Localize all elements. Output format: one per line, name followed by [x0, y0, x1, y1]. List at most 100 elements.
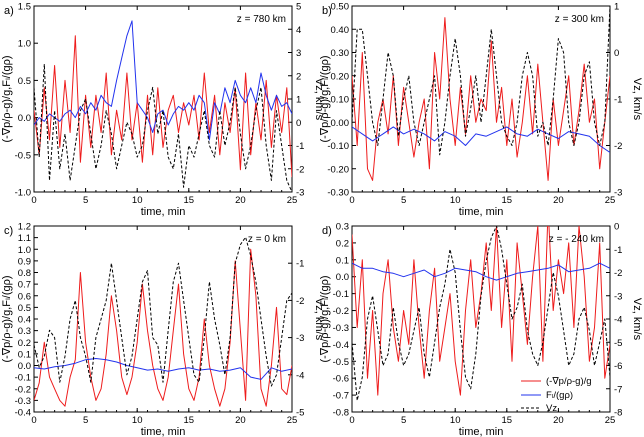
- panel-label: a): [4, 5, 14, 17]
- x-axis-title: time, min: [141, 426, 186, 437]
- y-tick-label: 0.0: [336, 272, 349, 283]
- y-tick-label: -0.4: [15, 408, 31, 419]
- x-tick-label: 20: [553, 195, 564, 206]
- y2-tick-label: 1: [614, 2, 619, 13]
- series-line-blue: [34, 20, 292, 141]
- y2-tick-label: 0: [296, 118, 301, 129]
- x-tick-label: 15: [184, 415, 195, 426]
- y2-tick-label: -3: [296, 333, 304, 344]
- legend-label-blue: Fₗ/(gρ): [546, 390, 573, 401]
- y-tick-label: 1.5: [18, 2, 31, 13]
- y2-tick-label: 3: [296, 48, 301, 59]
- y-tick-label: 0.1: [18, 349, 31, 360]
- y-tick-label: -0.30: [327, 188, 349, 199]
- y2-tick-label: -2: [614, 268, 622, 279]
- y-tick-label: 1.2: [18, 222, 31, 233]
- y2-tick-label: -1: [614, 245, 622, 256]
- y2-tick-label: -1: [614, 95, 622, 106]
- y-tick-label: 1.0: [18, 245, 31, 256]
- y-tick-label: 0.20: [331, 71, 350, 82]
- series-line-blue: [34, 358, 292, 380]
- series-line-red: [352, 17, 610, 181]
- y2-tick-label: 0: [614, 222, 619, 233]
- y-tick-label: 0.40: [331, 25, 350, 36]
- y2-tick-label: -2: [614, 141, 622, 152]
- legend: (-∇p/ρ-g)/g Fₗ/(gρ) Vz: [521, 376, 592, 414]
- y2-tick-label: -4: [296, 370, 304, 381]
- y-axis-title: (-∇p/ρ-g)/g,Fₗ/(gρ): [319, 55, 331, 142]
- y2-tick-label: -6: [614, 361, 622, 372]
- y-tick-label: 0.5: [18, 76, 31, 87]
- height-label: z = 300 km: [555, 14, 604, 25]
- x-tick-label: 5: [83, 195, 88, 206]
- y2-tick-label: -5: [614, 338, 622, 349]
- y2-tick-label: -1: [296, 259, 304, 270]
- x-tick-label: 10: [132, 415, 143, 426]
- y2-axis-title: Vz, km/s: [313, 298, 325, 341]
- x-axis-title: time, min: [459, 426, 504, 437]
- y2-tick-label: 1: [296, 95, 301, 106]
- y2-tick-label: -1: [296, 141, 304, 152]
- y-tick-label: 0.10: [331, 95, 350, 106]
- panel-a: 0 5 10 15 20 25 -1.0 -0.5 0.0 0.5 1.0 1.5 -3 -2 -1 0 1 2 3…: [1, 2, 325, 219]
- y-tick-label: -0.2: [333, 306, 349, 317]
- y-tick-label: -0.1: [333, 289, 349, 300]
- y-axis-title: (-∇p/ρ-g)/g,Fₗ/(gρ): [319, 275, 331, 362]
- y-tick-label: -0.6: [333, 374, 349, 385]
- x-tick-label: 20: [235, 195, 246, 206]
- y-axis-title: (-∇p/ρ-g)/g,Fₗ/(gρ): [1, 275, 13, 362]
- y-tick-label: -0.4: [333, 340, 349, 351]
- y-tick-label: 0.6: [18, 291, 31, 302]
- x-tick-label: 25: [605, 415, 616, 426]
- x-axis-title: time, min: [459, 206, 504, 218]
- y2-tick-label: -5: [296, 408, 304, 419]
- plot-frame: [33, 225, 293, 413]
- y-tick-label: 0.30: [331, 48, 350, 59]
- panel-label: b): [322, 5, 332, 17]
- y-tick-label: -0.10: [327, 141, 349, 152]
- y2-tick-label: -7: [614, 384, 622, 395]
- y-tick-label: 0.9: [18, 256, 31, 267]
- y-tick-label: 0.5: [18, 303, 31, 314]
- y-tick-label: -0.5: [333, 357, 349, 368]
- y-tick-label: -1.0: [15, 188, 31, 199]
- y-tick-label: 0.0: [18, 113, 31, 124]
- x-tick-label: 10: [450, 415, 461, 426]
- y-tick-label: -0.8: [333, 408, 349, 419]
- y2-tick-label: -4: [614, 315, 622, 326]
- y-tick-label: 0.00: [331, 118, 350, 129]
- y2-tick-label: -3: [614, 188, 622, 199]
- y2-tick-label: 0: [614, 48, 619, 59]
- y-axis-title: (-∇p/ρ-g)/g,Fₗ/(gρ): [1, 55, 13, 142]
- y2-tick-label: -3: [614, 291, 622, 302]
- y-tick-label: -0.7: [333, 391, 349, 402]
- legend-label-red: (-∇p/ρ-g)/g: [546, 376, 592, 387]
- x-tick-label: 25: [287, 195, 298, 206]
- y-tick-label: 0.0: [18, 361, 31, 372]
- y-tick-label: 0.3: [18, 326, 31, 337]
- y-tick-label: -0.5: [15, 150, 31, 161]
- panel-b: 0 5 10 15 20 25-0.30-0.20-0.100.000.100.200.3…: [319, 2, 643, 219]
- y2-tick-label: -2: [296, 296, 304, 307]
- x-tick-label: 15: [502, 195, 513, 206]
- y-tick-label: -0.2: [15, 384, 31, 395]
- y2-tick-label: 5: [296, 2, 301, 13]
- x-tick-label: 0: [31, 195, 36, 206]
- x-tick-label: 0: [31, 415, 36, 426]
- panel-d: 0 5 10 15 20 25 -0.8 -0.7 -0.6 -0.5 -0.4 -0.3 -0.2 -0…: [319, 222, 643, 437]
- series-line-black: [34, 236, 292, 387]
- series-line-red: [34, 35, 292, 178]
- x-tick-label: 5: [401, 415, 406, 426]
- height-label: z = 780 km: [237, 14, 286, 25]
- series-line-blue: [352, 262, 610, 281]
- series-line-red: [34, 248, 292, 407]
- x-tick-label: 20: [553, 415, 564, 426]
- y2-tick-label: -3: [296, 188, 304, 199]
- y-tick-label: -0.3: [15, 396, 31, 407]
- y2-axis-title: Vz, km/s: [631, 298, 643, 341]
- x-tick-label: 15: [184, 195, 195, 206]
- y2-axis-title: Vz, km/s: [313, 78, 325, 121]
- y-tick-label: 0.8: [18, 268, 31, 279]
- series-line-black: [352, 226, 610, 401]
